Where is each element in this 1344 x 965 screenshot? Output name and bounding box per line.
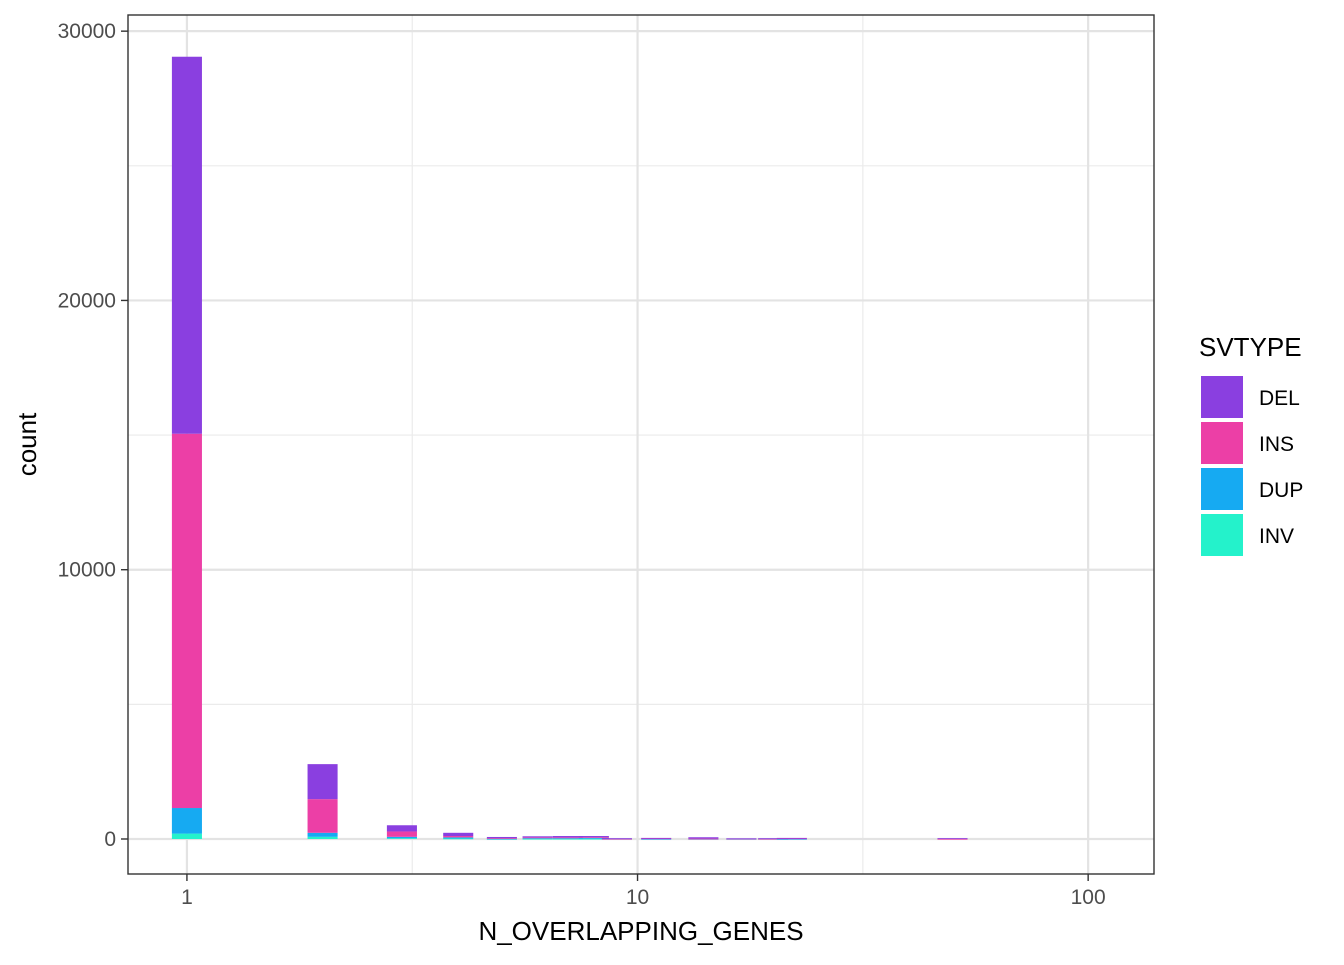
- bar-ins-8: [578, 837, 609, 838]
- legend-key-dup: [1201, 468, 1243, 510]
- bar-ins-50: [937, 838, 968, 840]
- legend-label-inv: INV: [1259, 525, 1294, 548]
- bar-ins-20: [758, 838, 789, 840]
- bar-del-3: [386, 825, 417, 832]
- bar-ins-14: [688, 838, 719, 840]
- x-tick-label: 1: [181, 886, 193, 909]
- bar-inv-4: [443, 838, 474, 840]
- bar-del-50: [937, 838, 968, 839]
- bar-ins-11: [641, 838, 672, 840]
- bar-ins-4: [443, 836, 474, 838]
- bar-del-20: [758, 838, 789, 839]
- legend-title: SVTYPE: [1199, 332, 1302, 362]
- bar-dup-4: [443, 837, 474, 839]
- plot-panel: [128, 15, 1154, 874]
- bar-del-1: [171, 56, 202, 434]
- bars-layer: [171, 56, 968, 840]
- bar-del-8: [578, 836, 609, 838]
- bar-ins-22: [776, 838, 807, 840]
- x-tick-label: 100: [1071, 886, 1106, 909]
- bar-dup-2: [307, 832, 338, 837]
- bar-del-22: [776, 837, 807, 839]
- bar-del-6: [522, 836, 553, 838]
- bar-ins-5: [486, 838, 517, 839]
- bar-ins-2: [307, 799, 338, 833]
- legend-key-del: [1201, 376, 1243, 418]
- bar-del-2: [307, 764, 338, 800]
- axes-layer: 1 10 100 0 10000 20000 30000: [58, 20, 1106, 909]
- bar-inv-3: [386, 838, 417, 839]
- y-tick-label: 20000: [58, 289, 116, 312]
- bar-del-5: [486, 836, 517, 839]
- grid-layer: [128, 15, 1154, 874]
- bar-ins-3: [386, 831, 417, 837]
- x-axis-title: N_OVERLAPPING_GENES: [478, 916, 803, 946]
- bar-ins-9: [601, 838, 632, 840]
- legend-label-dup: DUP: [1259, 479, 1303, 502]
- bar-ins-7: [552, 837, 583, 839]
- legend-label-del: DEL: [1259, 387, 1300, 410]
- plot-border: [127, 14, 1155, 875]
- legend-key-ins: [1201, 422, 1243, 464]
- bar-ins-1: [171, 433, 202, 809]
- bar-dup-3: [386, 836, 417, 839]
- bar-del-14: [688, 837, 719, 839]
- y-axis-title: count: [12, 412, 42, 476]
- bar-inv-8: [578, 838, 609, 840]
- bar-dup-5: [486, 838, 517, 840]
- bar-del-9: [601, 838, 632, 839]
- y-tick-label: 0: [104, 828, 116, 851]
- bar-inv-2: [307, 836, 338, 839]
- bar-dup-6: [522, 837, 553, 839]
- bar-dup-8: [578, 837, 609, 839]
- x-tick-label: 10: [626, 886, 649, 909]
- bar-inv-1: [171, 833, 202, 839]
- legend-label-ins: INS: [1259, 433, 1294, 456]
- bar-del-7: [552, 836, 583, 838]
- bar-dup-22: [776, 838, 807, 840]
- bar-dup-7: [552, 837, 583, 839]
- bar-del-4: [443, 832, 474, 837]
- legend: SVTYPE DEL INS DUP INV: [1199, 332, 1303, 556]
- bar-ins-6: [522, 837, 553, 839]
- legend-key-inv: [1201, 514, 1243, 556]
- bar-inv-7: [552, 838, 583, 840]
- y-tick-label: 30000: [58, 20, 116, 43]
- bar-inv-6: [522, 838, 553, 840]
- y-tick-label: 10000: [58, 559, 116, 582]
- bar-dup-1: [171, 808, 202, 834]
- bar-del-11: [641, 837, 672, 839]
- bar-dup-11: [641, 838, 672, 840]
- bar-del-17: [726, 838, 757, 840]
